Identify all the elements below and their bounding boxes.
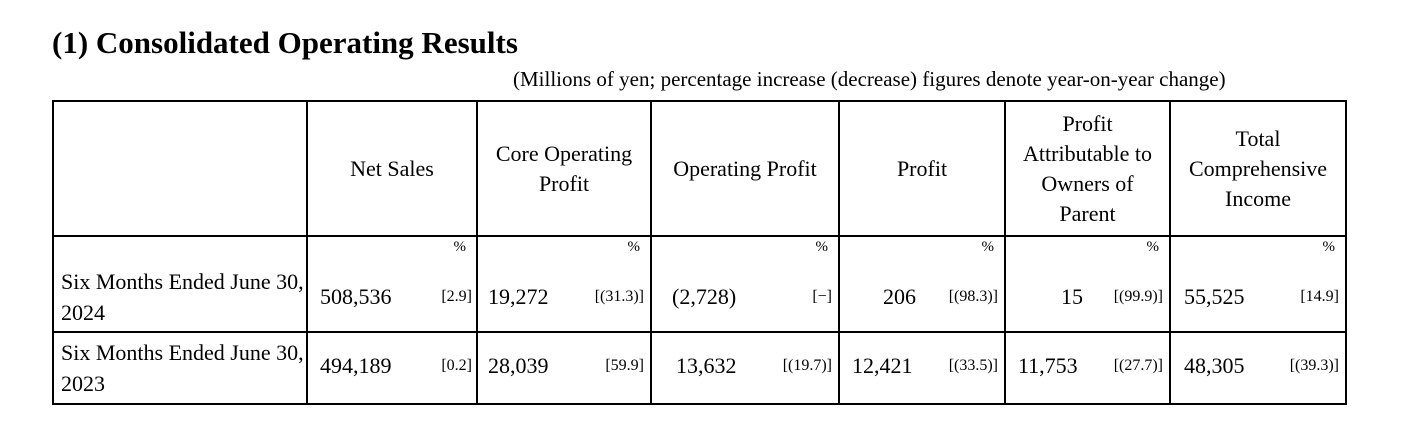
value: 12,421 [852,353,913,378]
percent-sign: % [981,239,995,255]
row-label-2023: Six Months Ended June 30, 2023 [52,331,308,405]
value: 15 [1061,284,1083,309]
percent-sign: % [627,239,641,255]
section-title: (1) Consolidated Operating Results [52,25,518,60]
cell-total-comprehensive-income-2023: 48,305 [(39.3)] [1169,331,1347,405]
value: 19,272 [488,284,549,309]
yoy-change: [2.9] [441,288,472,305]
header-operating-profit: Operating Profit [650,100,840,237]
row-label-2024: Six Months Ended June 30, 2024 [52,235,308,333]
yoy-change: [(19.7)] [782,357,832,374]
percent-sign: % [815,239,829,255]
unit-note: (Millions of yen; percentage increase (d… [513,67,1226,91]
yoy-change: [(39.3)] [1289,357,1339,374]
percent-sign: % [453,239,467,255]
cell-profit-2024: % 206 [(98.3)] [838,235,1006,333]
value: 28,039 [488,353,549,378]
cell-operating-profit-2023: 13,632 [(19.7)] [650,331,840,405]
value: 48,305 [1184,353,1245,378]
cell-profit-attributable-2023: 11,753 [(27.7)] [1004,331,1171,405]
value: (2,728) [672,284,737,309]
cell-operating-profit-2024: % (2,728) [−] [650,235,840,333]
header-total-comprehensive-income: Total Comprehensive Income [1169,100,1347,237]
yoy-change: [(98.3)] [948,288,998,305]
value: 494,189 [320,353,392,378]
cell-core-operating-profit-2024: % 19,272 [(31.3)] [476,235,652,333]
yoy-change: [14.9] [1300,288,1339,305]
cell-profit-attributable-2024: % 15 [(99.9)] [1004,235,1171,333]
percent-sign: % [1322,239,1336,255]
value: 55,525 [1184,284,1245,309]
header-net-sales: Net Sales [306,100,478,237]
value: 11,753 [1018,353,1078,378]
table-row-2023: Six Months Ended June 30, 2023 494,189 [… [52,331,1347,405]
yoy-change: [(27.7)] [1113,357,1163,374]
yoy-change: [−] [812,288,832,305]
header-profit-attributable-to-owners: Profit Attributable to Owners of Parent [1004,100,1171,237]
cell-net-sales-2023: 494,189 [0.2] [306,331,478,405]
yoy-change: [(99.9)] [1113,288,1163,305]
cell-core-operating-profit-2023: 28,039 [59.9] [476,331,652,405]
operating-results-table: Net Sales Core Operating Profit Operatin… [52,100,1347,405]
value: 508,536 [320,284,392,309]
header-corner-cell [52,100,308,237]
header-core-operating-profit: Core Operating Profit [476,100,652,237]
table-row-2024: Six Months Ended June 30, 2024 % 508,536… [52,235,1347,333]
header-row: Net Sales Core Operating Profit Operatin… [52,100,1347,237]
header-profit: Profit [838,100,1006,237]
yoy-change: [0.2] [441,357,472,374]
percent-sign: % [1146,239,1160,255]
cell-net-sales-2024: % 508,536 [2.9] [306,235,478,333]
cell-total-comprehensive-income-2024: % 55,525 [14.9] [1169,235,1347,333]
cell-profit-2023: 12,421 [(33.5)] [838,331,1006,405]
value: 206 [883,284,916,309]
value: 13,632 [676,353,737,378]
yoy-change: [59.9] [605,357,644,374]
yoy-change: [(31.3)] [594,288,644,305]
yoy-change: [(33.5)] [948,357,998,374]
